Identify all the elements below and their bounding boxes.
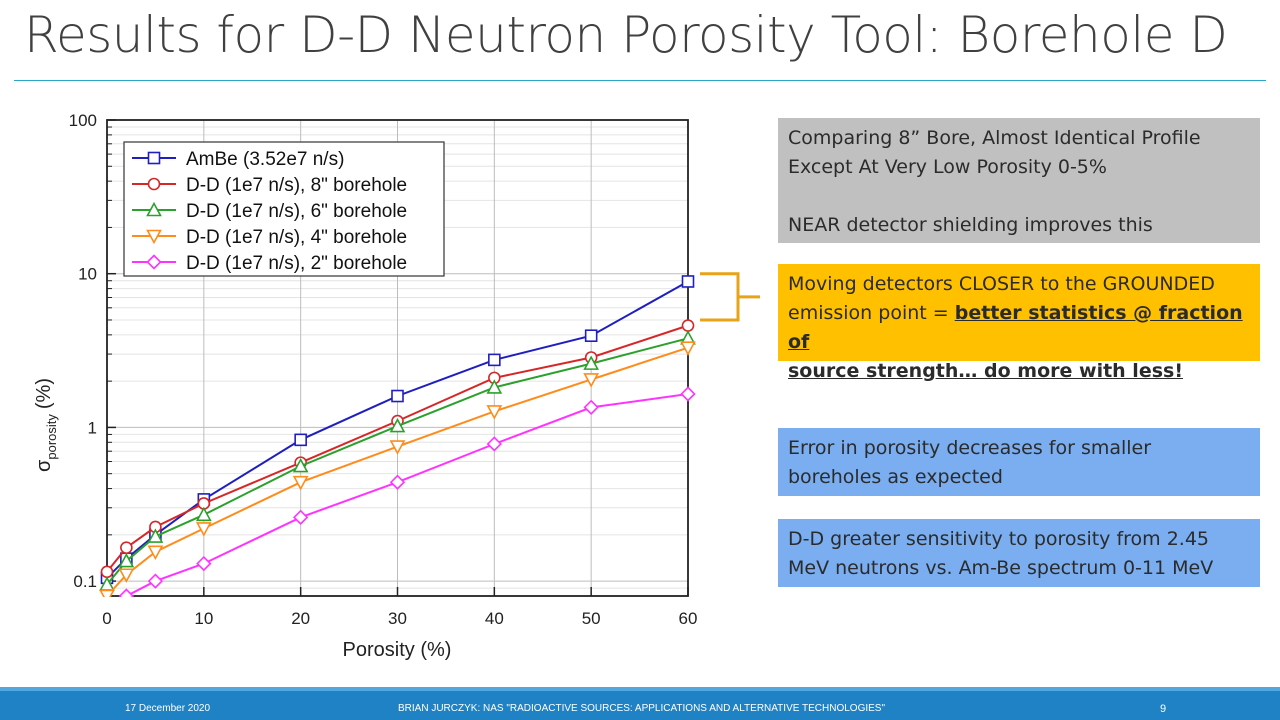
data-point	[389, 474, 406, 490]
legend-marker	[146, 229, 162, 245]
footer-date: 17 December 2020	[125, 703, 211, 714]
data-point	[583, 355, 600, 370]
callout-blue2-line2: MeV neutrons vs. Am-Be spectrum 0-11 MeV	[788, 557, 1214, 579]
data-point	[195, 506, 212, 522]
footer-bar: 17 December 2020 BRIAN JURCZYK: NAS "RAD…	[0, 687, 1280, 720]
chart-series	[99, 275, 696, 597]
data-point	[120, 541, 133, 554]
data-point	[583, 399, 599, 416]
legend-label: D-D (1e7 n/s), 8" borehole	[186, 175, 407, 196]
callout-gray-spacer	[788, 182, 1250, 211]
data-point	[389, 417, 406, 433]
callout-gray-line1: Comparing 8” Bore, Almost Identical Prof…	[788, 127, 1201, 149]
chart-axes: 0.1 1 10 100 0 10 20 30 40 50 60	[69, 111, 698, 628]
data-point	[147, 573, 164, 589]
legend-label: D-D (1e7 n/s), 4" borehole	[186, 227, 407, 248]
series-2	[99, 330, 696, 591]
callout-blue2-line1: D-D greater sensitivity to porosity from…	[788, 528, 1210, 550]
data-point	[293, 509, 309, 525]
data-point	[118, 588, 134, 597]
callout-amber-line2: emission point = better statistics @ fra…	[788, 299, 1250, 357]
series-3	[99, 341, 696, 597]
data-point	[584, 329, 598, 343]
x-tick-label: 50	[582, 609, 601, 628]
data-point	[583, 373, 600, 388]
data-point	[488, 353, 501, 367]
callout-blue1-line2: boreholes as expected	[788, 466, 1003, 488]
chart-annotation	[700, 272, 760, 322]
data-point	[196, 555, 212, 572]
data-point	[681, 319, 695, 332]
data-point	[486, 405, 503, 420]
legend-label: D-D (1e7 n/s), 6" borehole	[186, 201, 407, 222]
data-point	[292, 457, 309, 473]
y-axis-label: σporosity (%)	[33, 378, 59, 472]
data-point	[294, 433, 307, 447]
data-point	[147, 545, 164, 561]
y-axis-sigma: σ	[33, 459, 55, 472]
x-tick-label: 40	[485, 609, 504, 628]
data-point	[292, 475, 309, 491]
data-point	[118, 552, 135, 568]
callout-shielding: Comparing 8” Bore, Almost Identical Prof…	[778, 118, 1260, 243]
title-divider	[14, 80, 1266, 81]
y-axis-subscript: porosity	[44, 414, 59, 460]
data-point	[389, 440, 406, 455]
footer-page-number: 9	[1160, 703, 1167, 715]
callout-gray-line3: NEAR detector shielding improves this	[788, 214, 1153, 236]
x-tick-label: 60	[679, 609, 698, 628]
legend-marker	[146, 201, 162, 217]
callout-error-decrease: Error in porosity decreases for smaller …	[778, 428, 1260, 496]
callout-amber-line2-bold: better statistics @ fraction of	[788, 302, 1243, 353]
x-tick-label: 30	[388, 609, 407, 628]
callout-amber-line2-plain: emission point =	[788, 302, 955, 324]
y-tick-label: 100	[69, 111, 97, 130]
legend-box	[123, 141, 445, 277]
x-tick-label: 10	[194, 609, 213, 628]
callout-amber-line1: Moving detectors CLOSER to the GROUNDED	[788, 273, 1215, 295]
slide-title: Results for D-D Neutron Porosity Tool: B…	[24, 6, 1228, 64]
y-tick-label: 0.1	[73, 572, 97, 591]
y-tick-label: 1	[88, 418, 97, 437]
data-point	[486, 436, 502, 452]
data-point	[680, 341, 696, 356]
data-point	[100, 565, 114, 579]
data-point	[680, 386, 696, 402]
x-axis-label: Porosity (%)	[343, 639, 452, 661]
callout-amber-line3-bold: source strength… do more with less!	[788, 360, 1183, 382]
plot-frame	[106, 119, 689, 597]
callout-amber-line3: source strength… do more with less!	[788, 357, 1250, 386]
legend-marker	[147, 151, 161, 165]
legend-marker	[147, 177, 161, 191]
series-4	[118, 386, 696, 597]
x-tick-label: 0	[102, 609, 111, 628]
y-tick-label: 10	[78, 265, 97, 284]
x-tick-label: 20	[291, 609, 310, 628]
callout-dd-sensitivity: D-D greater sensitivity to porosity from…	[778, 519, 1260, 587]
callout-blue1-line1: Error in porosity decreases for smaller	[788, 437, 1152, 459]
bracket-annotation	[700, 272, 760, 322]
data-point	[147, 528, 164, 543]
callout-gray-line2: Except At Very Low Porosity 0-5%	[788, 156, 1107, 178]
chart-legend: AmBe (3.52e7 n/s) D-D (1e7 n/s), 8" boreh…	[123, 141, 445, 277]
data-point	[99, 589, 115, 597]
data-point	[486, 379, 503, 394]
data-point	[118, 568, 135, 583]
footer-presenter: BRIAN JURCZYK: NAS "RADIOACTIVE SOURCES:…	[398, 703, 886, 714]
callout-closer-detectors: Moving detectors CLOSER to the GROUNDED …	[778, 264, 1260, 382]
legend-marker	[146, 254, 162, 270]
data-point	[681, 275, 695, 288]
legend-label: D-D (1e7 n/s), 2" borehole	[186, 253, 407, 274]
footer-highlight	[0, 687, 1280, 691]
legend-label: AmBe (3.52e7 n/s)	[186, 149, 344, 170]
series-line	[125, 393, 689, 597]
data-point	[195, 522, 212, 537]
y-axis-unit: (%)	[33, 378, 55, 409]
porosity-chart: 0.1 1 10 100 0 10 20 30 40 50 60 AmBe (3.52e7 n/s)…	[33, 111, 760, 661]
data-point	[391, 389, 404, 403]
